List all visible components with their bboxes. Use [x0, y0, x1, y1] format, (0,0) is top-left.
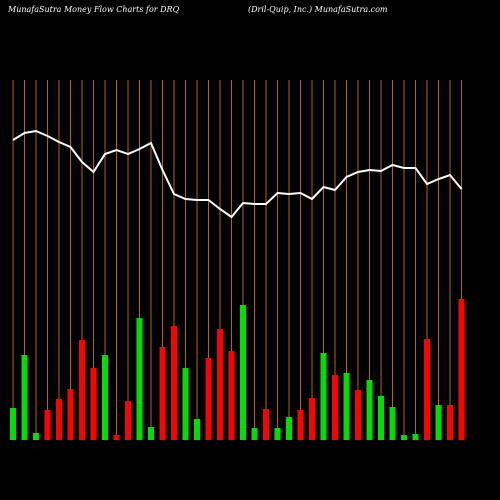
bar — [378, 396, 384, 440]
chart-subtitle: (Dril-Quip, Inc.) MunafaSutra.com — [248, 5, 388, 14]
bar — [136, 318, 143, 440]
bar — [102, 355, 108, 440]
bar — [10, 408, 16, 440]
bar — [67, 389, 74, 440]
bar — [194, 419, 200, 440]
bar — [355, 390, 361, 440]
bar — [389, 407, 396, 440]
bar — [263, 409, 269, 440]
bar — [228, 351, 235, 440]
bar — [44, 410, 51, 440]
bar — [320, 353, 327, 440]
money-flow-line — [12, 129, 463, 219]
chart-title: MunafaSutra Money Flow Charts for DRQ — [7, 5, 180, 14]
bar — [251, 428, 258, 440]
bar — [297, 410, 304, 440]
bar — [205, 358, 212, 440]
bar — [182, 368, 189, 440]
bar — [447, 405, 453, 440]
bar — [125, 401, 131, 440]
bar — [79, 340, 85, 440]
bar — [148, 427, 154, 440]
bar — [366, 380, 373, 440]
bar — [309, 398, 315, 440]
bar — [286, 417, 292, 440]
bar — [424, 339, 430, 440]
bar — [159, 347, 166, 440]
bar — [435, 405, 442, 440]
bar — [56, 399, 62, 440]
bar — [113, 435, 120, 440]
bar — [240, 305, 246, 440]
bar — [332, 375, 338, 440]
bar — [33, 433, 39, 440]
bar — [90, 368, 97, 440]
bar — [401, 435, 407, 440]
bar — [458, 299, 465, 440]
bar — [21, 355, 28, 440]
bar — [343, 373, 350, 440]
bar — [412, 434, 419, 440]
bar — [217, 329, 223, 440]
bar — [274, 428, 281, 440]
bar — [171, 326, 177, 440]
